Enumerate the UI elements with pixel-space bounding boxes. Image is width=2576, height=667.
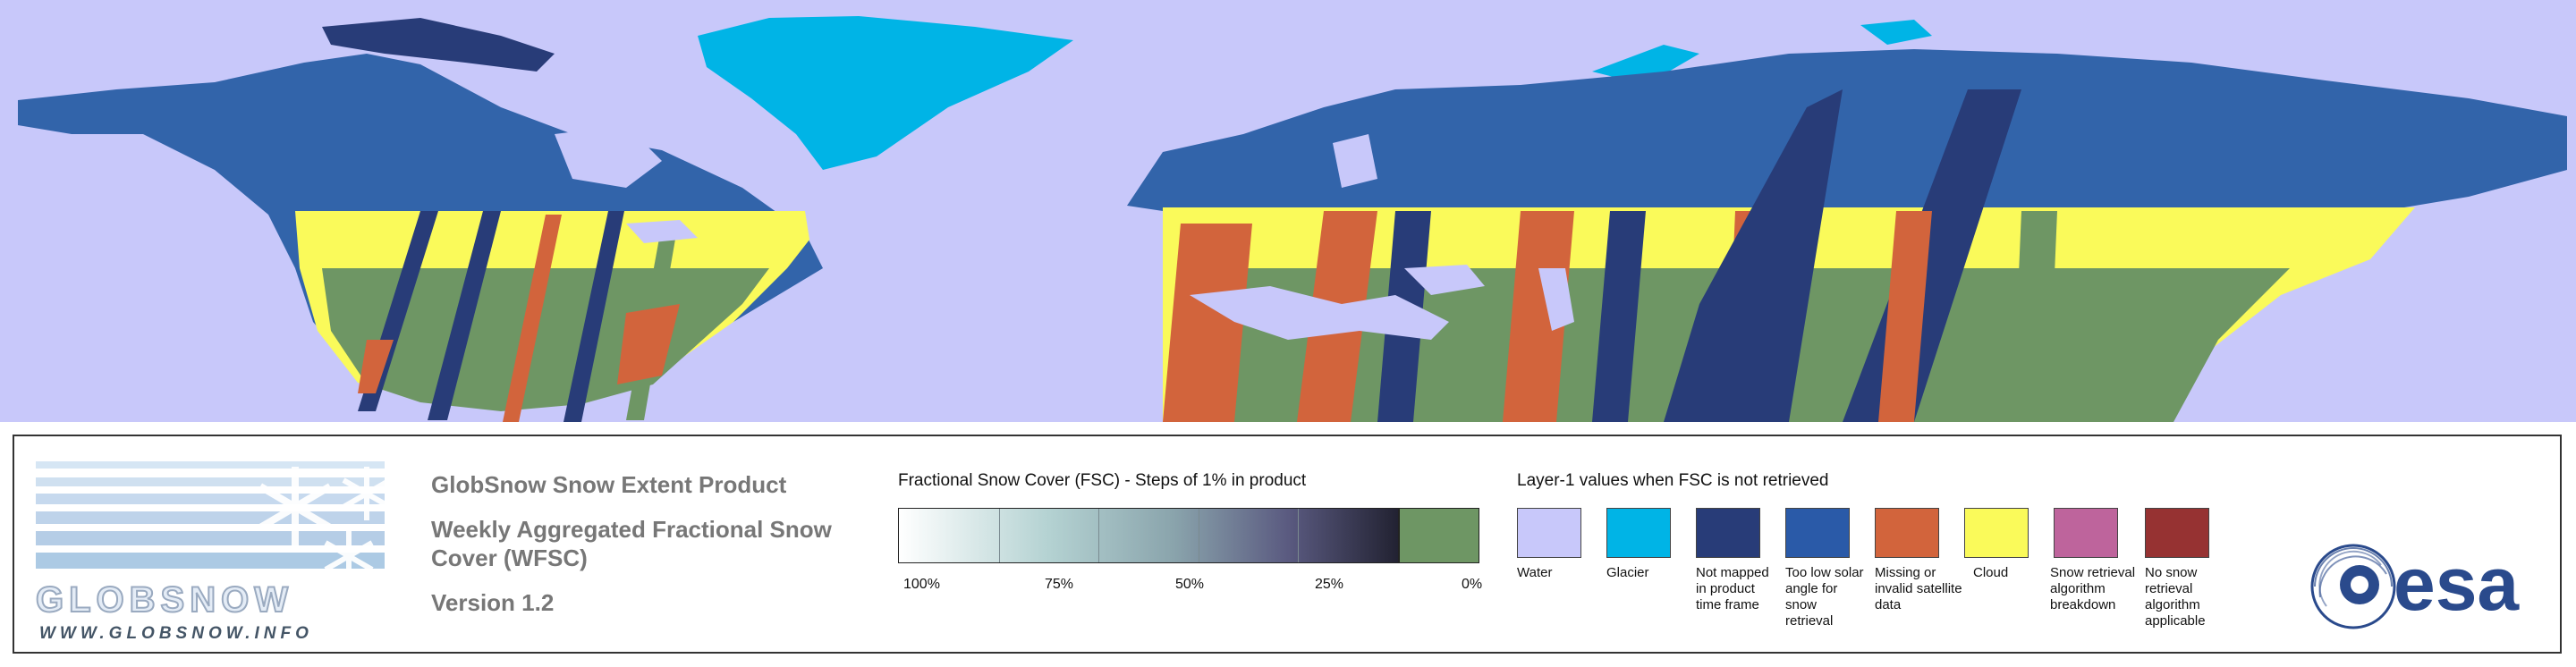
product-version: Version 1.2 [431,589,555,616]
not-applicable-swatch [2145,508,2209,558]
caspian-sea [1538,268,1574,331]
glacier-label: Glacier [1606,565,1649,580]
esa-wordmark: esa [2394,542,2520,626]
eurasia-landmass [1127,49,2567,422]
globsnow-wordmark: GLOBSNOW [35,580,293,620]
globsnow-logo: GLOBSNOW WWW.GLOBSNOW.INFO [35,449,402,646]
great-lakes [626,220,698,243]
low-solar-angle-label: Too low solar angle for snow retrieval [1785,565,1864,629]
algorithm-breakdown-swatch [2054,508,2118,558]
water-swatch [1517,508,1581,558]
mediterranean-sea [1190,286,1449,340]
fsc-tick-label: 0% [1462,577,1483,592]
globsnow-stripes-graphic [36,461,392,583]
fsc-tick-label: 100% [903,577,940,592]
esa-logo: esa [2304,542,2555,631]
layer1-title: Layer-1 values when FSC is not retrieved [1517,471,1829,490]
snow-cover-map [0,0,2576,422]
fsc-tick-label: 50% [1175,577,1205,592]
snowflake-icon [324,529,374,583]
arctic-islands [322,18,555,72]
black-sea [1404,265,1485,295]
product-subtitle: Weekly Aggregated Fractional Snow Cover … [431,516,832,571]
snowflake-icon [342,467,392,520]
fsc-tick-label: 25% [1315,577,1344,592]
product-name: GlobSnow Snow Extent Product [431,471,787,498]
svalbard-glacier [1860,20,1932,45]
esa-globe-icon [2310,544,2396,629]
legend-panel: GLOBSNOW WWW.GLOBSNOW.INFO GlobSnow Snow… [13,435,2562,654]
fsc-zero-swatch [1399,508,1479,563]
fsc-tick-label: 75% [1045,577,1074,592]
hudson-bay [555,125,662,188]
low-solar-angle-swatch [1785,508,1850,558]
not-mapped-label: Not mapped in product time frame [1696,565,1769,612]
not-mapped-swatch [1696,508,1760,558]
water-label: Water [1517,565,1553,580]
novaya-zemlya [1592,45,1699,85]
not-applicable-label: No snow retrieval algorithm applicable [2145,565,2206,629]
globsnow-url: WWW.GLOBSNOW.INFO [39,624,313,643]
north-america-landmass [18,54,823,422]
greenland-glacier [698,16,1073,170]
missing-data-swatch [1875,508,1939,558]
algorithm-breakdown-label: Snow retrieval algorithm breakdown [2050,565,2136,612]
baltic-sea [1333,134,1377,188]
fsc-title: Fractional Snow Cover (FSC) - Steps of 1… [898,471,1307,490]
cloud-swatch [1964,508,2029,558]
fsc-gradient-bar [898,508,1399,563]
missing-data-label: Missing or invalid satellite data [1875,565,1962,612]
cloud-label: Cloud [1973,565,2009,580]
snowflake-icon [258,467,333,547]
glacier-swatch [1606,508,1671,558]
